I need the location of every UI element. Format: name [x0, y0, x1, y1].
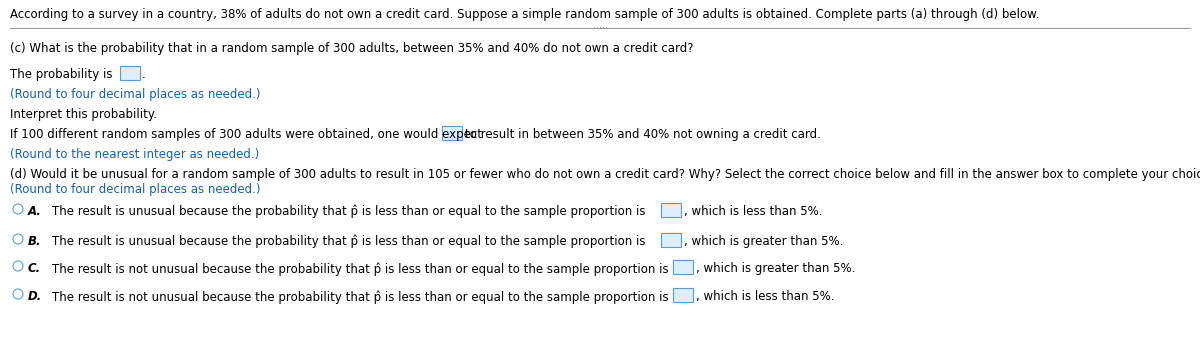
Text: The result is not unusual because the probability that p̂ is less than or equal : The result is not unusual because the pr…	[52, 262, 668, 276]
Circle shape	[13, 204, 23, 214]
Circle shape	[13, 289, 23, 299]
Text: .: .	[142, 68, 145, 81]
Text: (Round to four decimal places as needed.): (Round to four decimal places as needed.…	[10, 88, 260, 101]
Text: (c) What is the probability that in a random sample of 300 adults, between 35% a: (c) What is the probability that in a ra…	[10, 42, 694, 55]
Text: According to a survey in a country, 38% of adults do not own a credit card. Supp: According to a survey in a country, 38% …	[10, 8, 1039, 21]
Text: D.: D.	[28, 290, 42, 303]
Circle shape	[13, 261, 23, 271]
Text: , which is greater than 5%.: , which is greater than 5%.	[684, 235, 844, 248]
Text: The probability is: The probability is	[10, 68, 113, 81]
Text: The result is not unusual because the probability that p̂ is less than or equal : The result is not unusual because the pr…	[52, 290, 668, 303]
Circle shape	[13, 234, 23, 244]
Text: , which is greater than 5%.: , which is greater than 5%.	[696, 262, 856, 275]
Text: A.: A.	[28, 205, 42, 218]
Text: B.: B.	[28, 235, 42, 248]
Text: , which is less than 5%.: , which is less than 5%.	[684, 205, 822, 218]
Text: (Round to four decimal places as needed.): (Round to four decimal places as needed.…	[10, 183, 260, 196]
Text: (Round to the nearest integer as needed.): (Round to the nearest integer as needed.…	[10, 148, 259, 161]
FancyBboxPatch shape	[120, 66, 140, 80]
Text: (d) Would it be unusual for a random sample of 300 adults to result in 105 or fe: (d) Would it be unusual for a random sam…	[10, 168, 1200, 181]
FancyBboxPatch shape	[673, 260, 694, 274]
Text: C.: C.	[28, 262, 41, 275]
FancyBboxPatch shape	[661, 203, 682, 217]
Text: .....: .....	[593, 20, 607, 30]
Text: If 100 different random samples of 300 adults were obtained, one would expect: If 100 different random samples of 300 a…	[10, 128, 482, 141]
Text: to result in between 35% and 40% not owning a credit card.: to result in between 35% and 40% not own…	[466, 128, 821, 141]
Text: , which is less than 5%.: , which is less than 5%.	[696, 290, 834, 303]
Text: The result is unusual because the probability that p̂ is less than or equal to t: The result is unusual because the probab…	[52, 235, 646, 249]
FancyBboxPatch shape	[673, 288, 694, 302]
Text: The result is unusual because the probability that p̂ is less than or equal to t: The result is unusual because the probab…	[52, 205, 646, 219]
Text: Interpret this probability.: Interpret this probability.	[10, 108, 157, 121]
FancyBboxPatch shape	[661, 233, 682, 247]
FancyBboxPatch shape	[442, 126, 462, 140]
